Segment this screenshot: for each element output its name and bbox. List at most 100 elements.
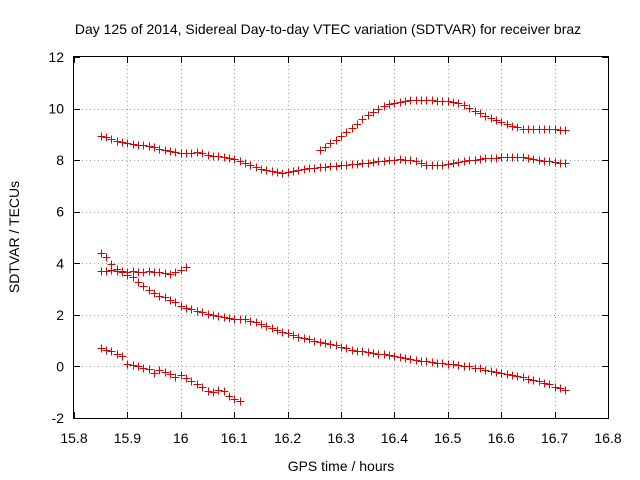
data-point bbox=[166, 270, 175, 279]
data-point bbox=[278, 328, 287, 337]
data-point bbox=[449, 360, 458, 369]
data-point bbox=[155, 145, 164, 154]
data-point bbox=[209, 388, 218, 397]
x-tick-label: 16.5 bbox=[434, 430, 461, 446]
data-point bbox=[182, 374, 191, 383]
data-point bbox=[294, 333, 303, 342]
series-track-a bbox=[97, 132, 570, 178]
y-axis-label: SDTVAR / TECUs bbox=[6, 181, 22, 293]
data-point bbox=[358, 347, 367, 356]
data-point bbox=[310, 337, 319, 346]
data-point bbox=[225, 154, 234, 163]
x-tick-label: 15.9 bbox=[114, 430, 141, 446]
data-point bbox=[220, 153, 229, 162]
data-point bbox=[273, 326, 282, 335]
y-tick-label: 10 bbox=[48, 101, 64, 117]
data-point bbox=[246, 161, 255, 170]
data-point bbox=[150, 143, 159, 152]
data-point bbox=[454, 99, 463, 108]
data-point bbox=[503, 370, 512, 379]
data-point bbox=[161, 293, 170, 302]
data-point bbox=[337, 132, 346, 141]
data-point bbox=[166, 147, 175, 156]
data-point bbox=[519, 373, 528, 382]
data-point bbox=[481, 112, 490, 121]
data-point bbox=[230, 155, 239, 164]
data-point bbox=[193, 380, 202, 389]
data-point bbox=[139, 282, 148, 291]
data-point bbox=[519, 153, 528, 162]
y-tick-label: 0 bbox=[56, 358, 64, 374]
data-point bbox=[252, 163, 261, 172]
data-point bbox=[524, 375, 533, 384]
x-tick-label: 16.8 bbox=[594, 430, 621, 446]
data-point bbox=[107, 347, 116, 356]
data-point bbox=[123, 268, 132, 277]
data-point bbox=[150, 369, 159, 378]
data-point bbox=[139, 141, 148, 150]
plot-frame bbox=[73, 56, 609, 419]
data-point bbox=[364, 111, 373, 120]
data-point bbox=[332, 341, 341, 350]
data-point bbox=[118, 138, 127, 147]
x-tick-label: 16.2 bbox=[274, 430, 301, 446]
data-point bbox=[364, 348, 373, 357]
data-point bbox=[385, 351, 394, 360]
data-point bbox=[139, 268, 148, 277]
data-point bbox=[561, 126, 570, 135]
data-point bbox=[102, 346, 111, 355]
data-point bbox=[551, 158, 560, 167]
data-point bbox=[145, 286, 154, 295]
data-point bbox=[380, 157, 389, 166]
data-point bbox=[332, 136, 341, 145]
data-point bbox=[326, 340, 335, 349]
data-point bbox=[177, 266, 186, 275]
data-point bbox=[369, 349, 378, 358]
data-point bbox=[161, 146, 170, 155]
data-point bbox=[401, 97, 410, 106]
data-point bbox=[198, 149, 207, 158]
data-point bbox=[396, 353, 405, 362]
data-point bbox=[428, 358, 437, 367]
series-track-e bbox=[97, 344, 245, 406]
data-point bbox=[492, 116, 501, 125]
data-point bbox=[535, 156, 544, 165]
data-point bbox=[145, 365, 154, 374]
data-point bbox=[155, 366, 164, 375]
y-tick-label: 6 bbox=[56, 204, 64, 220]
data-point bbox=[497, 369, 506, 378]
y-tick-label: 2 bbox=[56, 307, 64, 323]
data-point bbox=[476, 155, 485, 164]
data-point bbox=[262, 166, 271, 175]
data-point bbox=[353, 120, 362, 129]
data-point bbox=[316, 146, 325, 155]
data-point bbox=[134, 362, 143, 371]
data-point bbox=[225, 392, 234, 401]
data-point bbox=[348, 124, 357, 133]
data-point bbox=[252, 318, 261, 327]
data-point bbox=[257, 320, 266, 329]
data-point bbox=[150, 289, 159, 298]
data-point bbox=[310, 164, 319, 173]
data-point bbox=[123, 360, 132, 369]
data-point bbox=[123, 139, 132, 148]
data-point bbox=[257, 165, 266, 174]
data-point bbox=[380, 102, 389, 111]
y-tick-label: 4 bbox=[56, 255, 64, 271]
data-point bbox=[353, 160, 362, 169]
data-point bbox=[401, 354, 410, 363]
data-point bbox=[187, 305, 196, 314]
data-point bbox=[193, 307, 202, 316]
data-point bbox=[513, 372, 522, 381]
y-tick-label: 12 bbox=[48, 49, 64, 65]
data-point bbox=[171, 268, 180, 277]
data-point bbox=[220, 387, 229, 396]
data-point bbox=[476, 364, 485, 373]
data-point bbox=[342, 161, 351, 170]
data-point bbox=[412, 356, 421, 365]
data-point bbox=[535, 377, 544, 386]
data-point bbox=[171, 373, 180, 382]
data-point bbox=[182, 304, 191, 313]
